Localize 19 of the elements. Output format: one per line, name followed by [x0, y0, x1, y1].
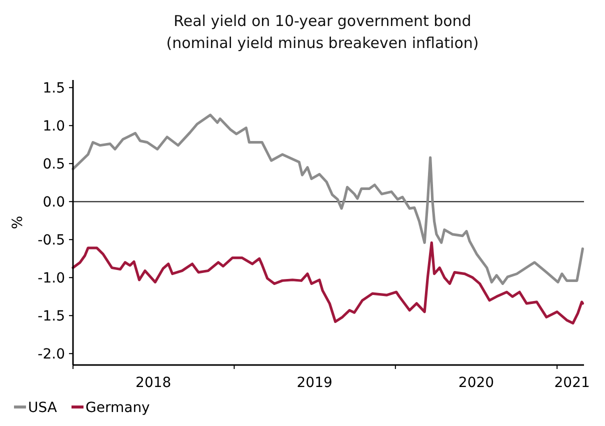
y-axis-title: % [10, 216, 26, 230]
legend-label: Germany [86, 400, 150, 416]
x-tick-label: 2019 [296, 375, 332, 391]
y-tick-label: 1.0 [42, 118, 65, 134]
y-tick-label: -0.5 [38, 232, 65, 248]
y-tick-label: 0.5 [42, 156, 65, 172]
y-tick-label: 1.5 [42, 80, 65, 96]
chart-title: Real yield on 10-year government bond [174, 12, 472, 30]
chart-subtitle: (nominal yield minus breakeven inflation) [166, 34, 479, 52]
x-tick-label: 2021 [554, 375, 590, 391]
y-tick-label: -1.0 [38, 270, 65, 286]
y-tick-label: -1.5 [38, 308, 65, 324]
y-tick-label: -2.0 [38, 346, 65, 362]
x-tick-label: 2020 [458, 375, 494, 391]
line-series [72, 114, 584, 285]
legend-label: USA [28, 400, 58, 416]
y-tick-label: 0.0 [42, 194, 65, 210]
line-series [72, 241, 584, 324]
x-tick-label: 2018 [136, 375, 172, 391]
